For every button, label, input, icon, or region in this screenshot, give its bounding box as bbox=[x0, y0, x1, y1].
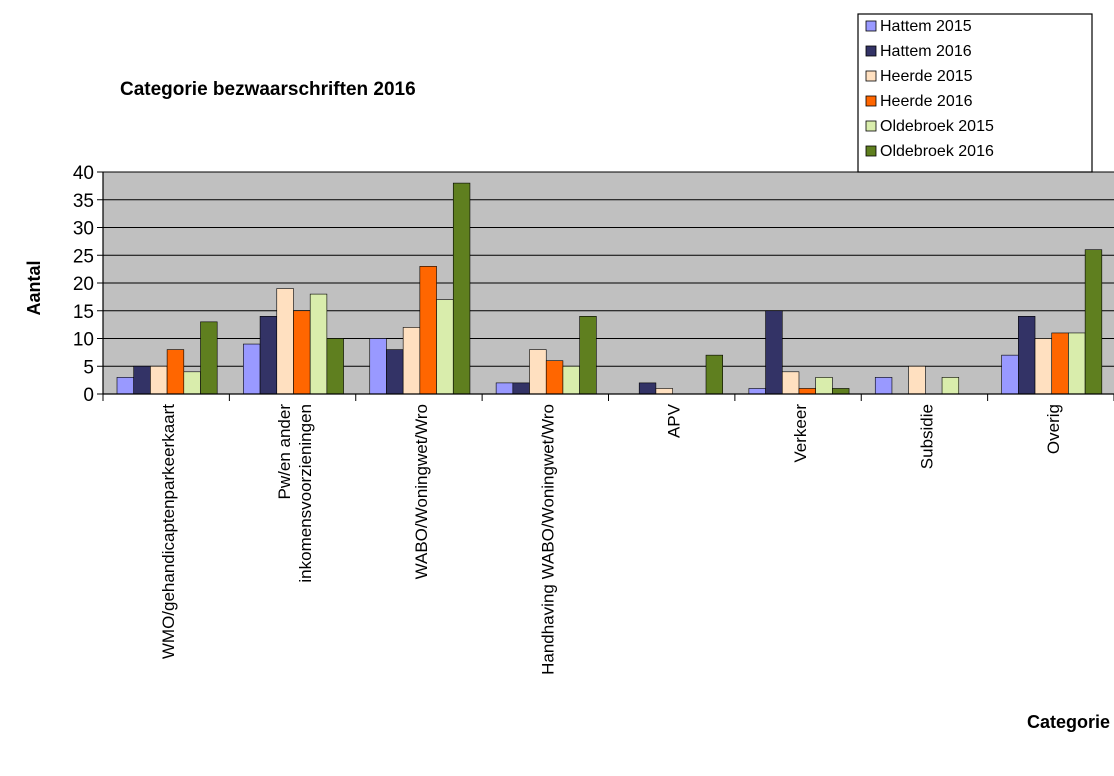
legend: Hattem 2015 Hattem 2016 Heerde 2015 Heerde … bbox=[857, 13, 1093, 173]
legend-box bbox=[857, 13, 1093, 173]
bar bbox=[386, 349, 404, 395]
y-tick-label: 15 bbox=[73, 302, 94, 323]
category-label: Pw/en ander bbox=[275, 404, 294, 500]
legend-swatch bbox=[865, 145, 877, 157]
bar bbox=[874, 377, 893, 395]
bar bbox=[545, 360, 564, 395]
bar bbox=[562, 365, 580, 395]
legend-swatch bbox=[865, 120, 877, 132]
y-tick-label: 30 bbox=[73, 219, 94, 240]
category-label: Handhaving WABO/Woningwet/Wro bbox=[538, 404, 557, 675]
bar bbox=[1001, 354, 1019, 395]
legend-label: Oldebroek 2015 bbox=[880, 118, 994, 135]
bar bbox=[512, 382, 530, 395]
bar bbox=[781, 371, 800, 395]
bar bbox=[638, 382, 657, 395]
bar bbox=[1068, 332, 1086, 395]
bar bbox=[1084, 249, 1103, 395]
bar bbox=[655, 388, 673, 395]
category-label: APV bbox=[665, 403, 684, 438]
bar bbox=[815, 377, 833, 395]
bar bbox=[748, 388, 766, 395]
bar bbox=[276, 288, 294, 395]
bar bbox=[798, 388, 816, 395]
y-tick-label: 0 bbox=[83, 385, 94, 406]
category-label: Verkeer bbox=[791, 404, 810, 463]
bar bbox=[765, 310, 783, 395]
category-label: WMO/gehandicaptenparkeerkaart bbox=[159, 404, 178, 659]
bar bbox=[529, 349, 547, 395]
bar bbox=[293, 310, 311, 395]
bar bbox=[200, 321, 218, 395]
legend-label: Heerde 2016 bbox=[880, 93, 973, 110]
legend-label: Oldebroek 2016 bbox=[880, 143, 994, 160]
bar bbox=[436, 299, 454, 395]
bar bbox=[259, 315, 278, 395]
bar bbox=[150, 365, 168, 395]
category-label: Subsidie bbox=[917, 404, 936, 469]
bar bbox=[1051, 332, 1069, 395]
bar bbox=[369, 338, 387, 395]
legend-swatch bbox=[865, 45, 877, 57]
category-label: Overig bbox=[1044, 404, 1063, 454]
y-tick-label: 35 bbox=[73, 191, 94, 212]
chart-title: Categorie bezwaarschriften 2016 bbox=[120, 79, 416, 100]
category-label: inkomensvoorzieningen bbox=[296, 404, 315, 583]
category-labels: WMO/gehandicaptenparkeerkaart Pw/en ander… bbox=[159, 403, 1063, 675]
y-tick-labels: 0 5 10 15 20 25 30 35 40 bbox=[73, 163, 94, 406]
legend-label: Heerde 2015 bbox=[880, 68, 973, 85]
bars bbox=[116, 182, 1103, 395]
bar bbox=[133, 365, 151, 395]
y-tick-label: 10 bbox=[73, 330, 94, 351]
bar bbox=[908, 365, 926, 395]
legend-swatch bbox=[865, 70, 877, 82]
bar bbox=[309, 293, 328, 395]
bar bbox=[941, 377, 960, 395]
bar bbox=[1034, 338, 1053, 395]
bar bbox=[166, 349, 185, 395]
y-tick-label: 20 bbox=[73, 274, 94, 295]
bar bbox=[402, 327, 421, 395]
x-axis-title: Categorie bbox=[1027, 712, 1110, 732]
bar bbox=[832, 388, 850, 395]
bar bbox=[116, 377, 135, 395]
category-label: WABO/Woningwet/Wro bbox=[412, 404, 431, 579]
bar bbox=[579, 315, 597, 395]
y-tick-label: 25 bbox=[73, 246, 94, 267]
legend-label: Hattem 2016 bbox=[880, 43, 972, 60]
bar bbox=[419, 266, 437, 395]
bar bbox=[326, 338, 344, 395]
bar bbox=[1018, 315, 1036, 395]
bar bbox=[705, 354, 724, 395]
bar bbox=[243, 343, 261, 395]
bar bbox=[495, 382, 514, 395]
bar bbox=[183, 371, 201, 395]
y-tick-label: 40 bbox=[73, 163, 94, 184]
axes bbox=[97, 171, 1114, 401]
bar bbox=[452, 182, 471, 395]
legend-swatch bbox=[865, 20, 877, 32]
y-axis-title: Aantal bbox=[24, 260, 44, 315]
y-tick-label: 5 bbox=[83, 357, 94, 378]
legend-swatch bbox=[865, 95, 877, 107]
legend-label: Hattem 2015 bbox=[880, 18, 972, 35]
